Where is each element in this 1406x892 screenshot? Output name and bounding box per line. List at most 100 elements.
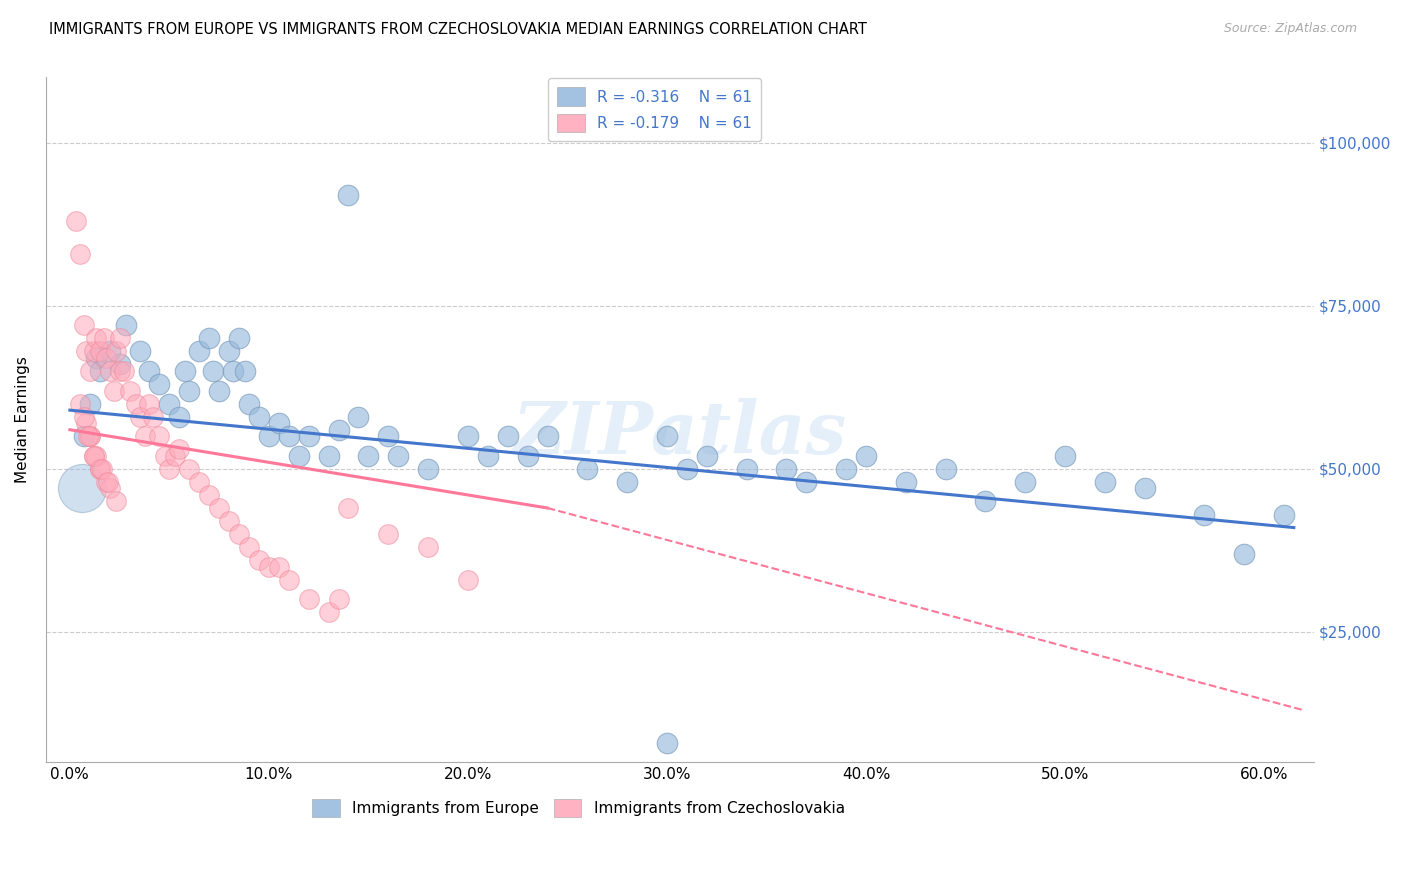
Point — [416, 462, 439, 476]
Point — [198, 331, 221, 345]
Point — [496, 429, 519, 443]
Point — [277, 429, 299, 443]
Point — [238, 396, 260, 410]
Point — [84, 449, 107, 463]
Point — [655, 736, 678, 750]
Point — [328, 423, 350, 437]
Point — [97, 475, 120, 489]
Point — [169, 442, 191, 457]
Point — [112, 364, 135, 378]
Point — [477, 449, 499, 463]
Point — [124, 396, 146, 410]
Point — [228, 331, 250, 345]
Point — [208, 501, 231, 516]
Point — [655, 429, 678, 443]
Point — [247, 553, 270, 567]
Point — [387, 449, 409, 463]
Point — [267, 416, 290, 430]
Point — [287, 449, 309, 463]
Point — [103, 384, 125, 398]
Point — [1272, 508, 1295, 522]
Point — [79, 396, 101, 410]
Point — [104, 344, 127, 359]
Point — [935, 462, 957, 476]
Point — [676, 462, 699, 476]
Point — [84, 351, 107, 365]
Point — [835, 462, 858, 476]
Point — [128, 344, 150, 359]
Point — [89, 364, 111, 378]
Point — [165, 449, 187, 463]
Point — [222, 364, 245, 378]
Point — [104, 494, 127, 508]
Point — [179, 384, 201, 398]
Point — [73, 409, 96, 424]
Point — [357, 449, 380, 463]
Point — [69, 246, 91, 260]
Point — [1194, 508, 1216, 522]
Point — [457, 573, 479, 587]
Point — [98, 482, 121, 496]
Point — [198, 488, 221, 502]
Point — [377, 429, 399, 443]
Point — [298, 592, 321, 607]
Point — [1133, 482, 1156, 496]
Point — [416, 540, 439, 554]
Point — [73, 429, 96, 443]
Point — [84, 331, 107, 345]
Point — [169, 409, 191, 424]
Text: IMMIGRANTS FROM EUROPE VS IMMIGRANTS FROM CZECHOSLOVAKIA MEDIAN EARNINGS CORRELA: IMMIGRANTS FROM EUROPE VS IMMIGRANTS FRO… — [49, 22, 868, 37]
Point — [138, 396, 160, 410]
Point — [75, 416, 97, 430]
Point — [298, 429, 321, 443]
Point — [69, 396, 91, 410]
Point — [1233, 547, 1256, 561]
Point — [318, 449, 340, 463]
Point — [202, 364, 225, 378]
Point — [108, 358, 131, 372]
Point — [247, 409, 270, 424]
Point — [218, 514, 240, 528]
Point — [377, 527, 399, 541]
Point — [157, 462, 180, 476]
Point — [179, 462, 201, 476]
Point — [118, 384, 141, 398]
Point — [83, 449, 105, 463]
Point — [114, 318, 136, 333]
Point — [98, 344, 121, 359]
Point — [79, 429, 101, 443]
Point — [457, 429, 479, 443]
Point — [142, 409, 165, 424]
Point — [174, 364, 197, 378]
Point — [188, 475, 211, 489]
Point — [157, 396, 180, 410]
Legend: Immigrants from Europe, Immigrants from Czechoslovakia: Immigrants from Europe, Immigrants from … — [307, 792, 851, 823]
Point — [1094, 475, 1116, 489]
Point — [155, 449, 177, 463]
Point — [257, 559, 280, 574]
Point — [218, 344, 240, 359]
Point — [208, 384, 231, 398]
Point — [516, 449, 538, 463]
Point — [148, 429, 170, 443]
Point — [94, 475, 117, 489]
Point — [83, 344, 105, 359]
Point — [228, 527, 250, 541]
Point — [76, 429, 98, 443]
Text: Source: ZipAtlas.com: Source: ZipAtlas.com — [1223, 22, 1357, 36]
Point — [93, 331, 115, 345]
Point — [134, 429, 156, 443]
Y-axis label: Median Earnings: Median Earnings — [15, 357, 30, 483]
Point — [128, 409, 150, 424]
Point — [75, 344, 97, 359]
Point — [257, 429, 280, 443]
Point — [79, 364, 101, 378]
Point — [108, 364, 131, 378]
Point — [89, 462, 111, 476]
Point — [188, 344, 211, 359]
Point — [65, 214, 87, 228]
Point — [735, 462, 758, 476]
Point — [148, 377, 170, 392]
Point — [974, 494, 997, 508]
Point — [89, 462, 111, 476]
